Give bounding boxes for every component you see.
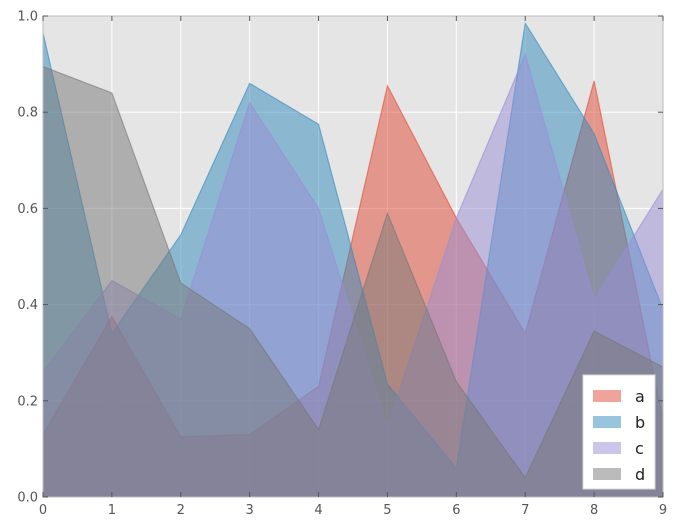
y-tick-label: 0.4 [17, 298, 38, 313]
plot-frame [42, 15, 664, 498]
legend-label-c: c [635, 439, 644, 458]
line-series-d [42, 65, 664, 479]
x-tick-label: 3 [246, 503, 254, 518]
y-tick-label: 1.0 [17, 10, 38, 25]
legend-swatch-b [593, 416, 621, 428]
x-tick-label: 7 [521, 503, 529, 518]
x-tick-label: 1 [108, 503, 116, 518]
area-series-d [43, 66, 663, 497]
axes: 0 1 2 3 4 5 6 7 8 9 0.0 0.2 0.4 0.6 0.8 1.0 [17, 10, 667, 519]
y-tick-label: 0.8 [17, 106, 38, 121]
y-tick-label: 0.2 [17, 394, 38, 409]
y-tick-label: 0.0 [17, 491, 38, 506]
legend-swatch-c [593, 442, 621, 454]
x-tick-label: 9 [659, 503, 667, 518]
x-tick-label: 4 [314, 503, 322, 518]
x-tick-label: 5 [383, 503, 391, 518]
legend-label-d: d [635, 465, 645, 484]
legend-swatch-a [593, 390, 621, 402]
legend-label-a: a [635, 387, 645, 406]
legend-label-b: b [635, 413, 645, 432]
x-tick-label: 0 [39, 503, 47, 518]
x-tick-label: 8 [590, 503, 598, 518]
legend-swatch-d [593, 468, 621, 480]
x-tick-label: 2 [177, 503, 185, 518]
x-tick-label: 6 [452, 503, 460, 518]
series-areas [42, 21, 664, 498]
y-tick-label: 0.6 [17, 202, 38, 217]
